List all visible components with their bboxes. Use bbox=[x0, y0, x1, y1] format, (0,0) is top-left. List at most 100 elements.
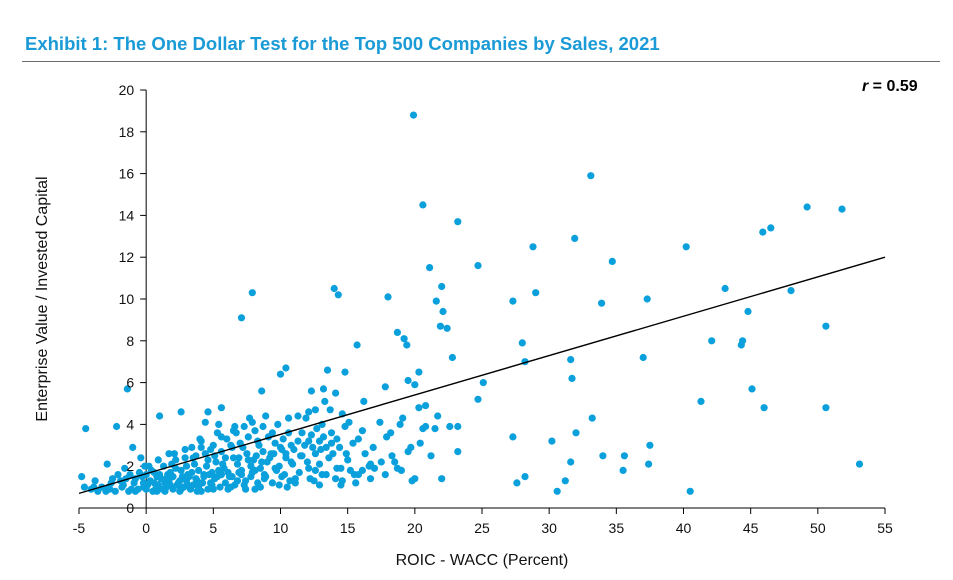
data-point bbox=[197, 487, 205, 495]
data-point bbox=[399, 414, 407, 422]
data-point bbox=[330, 284, 338, 293]
data-point bbox=[568, 374, 576, 382]
x-tick-label: 25 bbox=[474, 520, 490, 536]
data-point bbox=[182, 462, 191, 470]
data-point bbox=[131, 487, 139, 495]
data-point bbox=[305, 464, 313, 472]
data-point bbox=[290, 445, 298, 454]
data-point bbox=[231, 481, 239, 489]
data-point bbox=[376, 418, 384, 426]
data-point bbox=[177, 485, 185, 493]
data-point bbox=[195, 466, 203, 474]
data-point bbox=[298, 429, 306, 437]
data-point bbox=[243, 450, 251, 458]
data-point bbox=[181, 454, 189, 462]
data-point bbox=[276, 443, 285, 451]
data-point bbox=[203, 462, 211, 470]
data-point bbox=[737, 341, 745, 349]
data-point bbox=[141, 462, 149, 470]
x-tick-label: 10 bbox=[273, 520, 289, 536]
data-point bbox=[307, 387, 315, 395]
data-point bbox=[353, 341, 361, 349]
data-point bbox=[337, 464, 345, 472]
data-point bbox=[509, 297, 517, 305]
data-point bbox=[325, 454, 333, 462]
data-point bbox=[80, 483, 88, 491]
data-point bbox=[305, 437, 313, 445]
data-point bbox=[315, 437, 324, 445]
data-point bbox=[272, 466, 281, 474]
data-point bbox=[251, 485, 259, 493]
data-point bbox=[748, 385, 756, 393]
data-point bbox=[620, 452, 629, 460]
data-point bbox=[125, 487, 133, 495]
y-tick-label: 18 bbox=[119, 124, 135, 140]
data-point bbox=[759, 228, 767, 236]
data-point bbox=[106, 485, 114, 493]
data-point bbox=[208, 468, 216, 477]
data-point bbox=[318, 471, 326, 479]
data-point bbox=[571, 234, 579, 242]
data-point bbox=[567, 458, 575, 466]
data-point bbox=[310, 477, 318, 485]
data-point bbox=[244, 433, 252, 441]
data-point bbox=[271, 439, 279, 447]
data-point bbox=[197, 443, 205, 451]
data-point bbox=[396, 420, 404, 428]
data-point bbox=[344, 456, 352, 464]
data-point bbox=[697, 397, 705, 405]
data-point bbox=[454, 422, 462, 431]
data-point bbox=[142, 485, 150, 493]
data-point bbox=[358, 427, 366, 435]
data-point bbox=[275, 481, 283, 489]
title-divider bbox=[22, 61, 940, 62]
data-point bbox=[822, 322, 830, 330]
data-point bbox=[177, 408, 185, 416]
data-point bbox=[119, 481, 127, 489]
data-point bbox=[415, 368, 423, 376]
data-point bbox=[532, 289, 540, 297]
data-point bbox=[393, 464, 401, 472]
data-point bbox=[169, 473, 177, 481]
data-point bbox=[227, 441, 235, 449]
data-point bbox=[387, 429, 395, 437]
data-point bbox=[209, 485, 217, 493]
data-point bbox=[307, 431, 315, 439]
data-point bbox=[333, 435, 341, 443]
data-point bbox=[216, 483, 224, 491]
data-point bbox=[199, 479, 207, 487]
data-point bbox=[162, 475, 170, 483]
data-point bbox=[369, 443, 377, 451]
data-point bbox=[211, 475, 219, 483]
data-point bbox=[221, 454, 229, 462]
x-tick-label: 55 bbox=[877, 520, 893, 536]
x-tick-label: 20 bbox=[407, 520, 423, 536]
x-tick-label: 45 bbox=[743, 520, 759, 536]
data-point bbox=[256, 483, 264, 491]
data-point bbox=[237, 471, 246, 479]
data-point bbox=[345, 418, 353, 426]
data-point bbox=[262, 412, 270, 420]
data-point bbox=[409, 111, 418, 119]
data-point bbox=[294, 437, 302, 445]
data-point bbox=[114, 471, 122, 479]
data-point bbox=[184, 471, 192, 479]
data-point bbox=[250, 456, 258, 464]
data-point bbox=[639, 353, 647, 362]
data-point bbox=[391, 458, 399, 466]
data-point bbox=[327, 429, 336, 437]
data-point bbox=[311, 406, 319, 414]
data-point bbox=[189, 481, 197, 489]
data-point bbox=[822, 404, 830, 412]
data-point bbox=[302, 414, 310, 422]
data-point bbox=[165, 450, 173, 458]
data-point bbox=[217, 471, 225, 479]
x-tick-label: 30 bbox=[541, 520, 557, 536]
data-point bbox=[438, 282, 446, 291]
data-point bbox=[419, 201, 427, 209]
data-point bbox=[297, 452, 305, 460]
data-point bbox=[91, 477, 99, 485]
data-point bbox=[426, 264, 434, 272]
data-point bbox=[172, 456, 180, 464]
data-point bbox=[561, 477, 569, 485]
